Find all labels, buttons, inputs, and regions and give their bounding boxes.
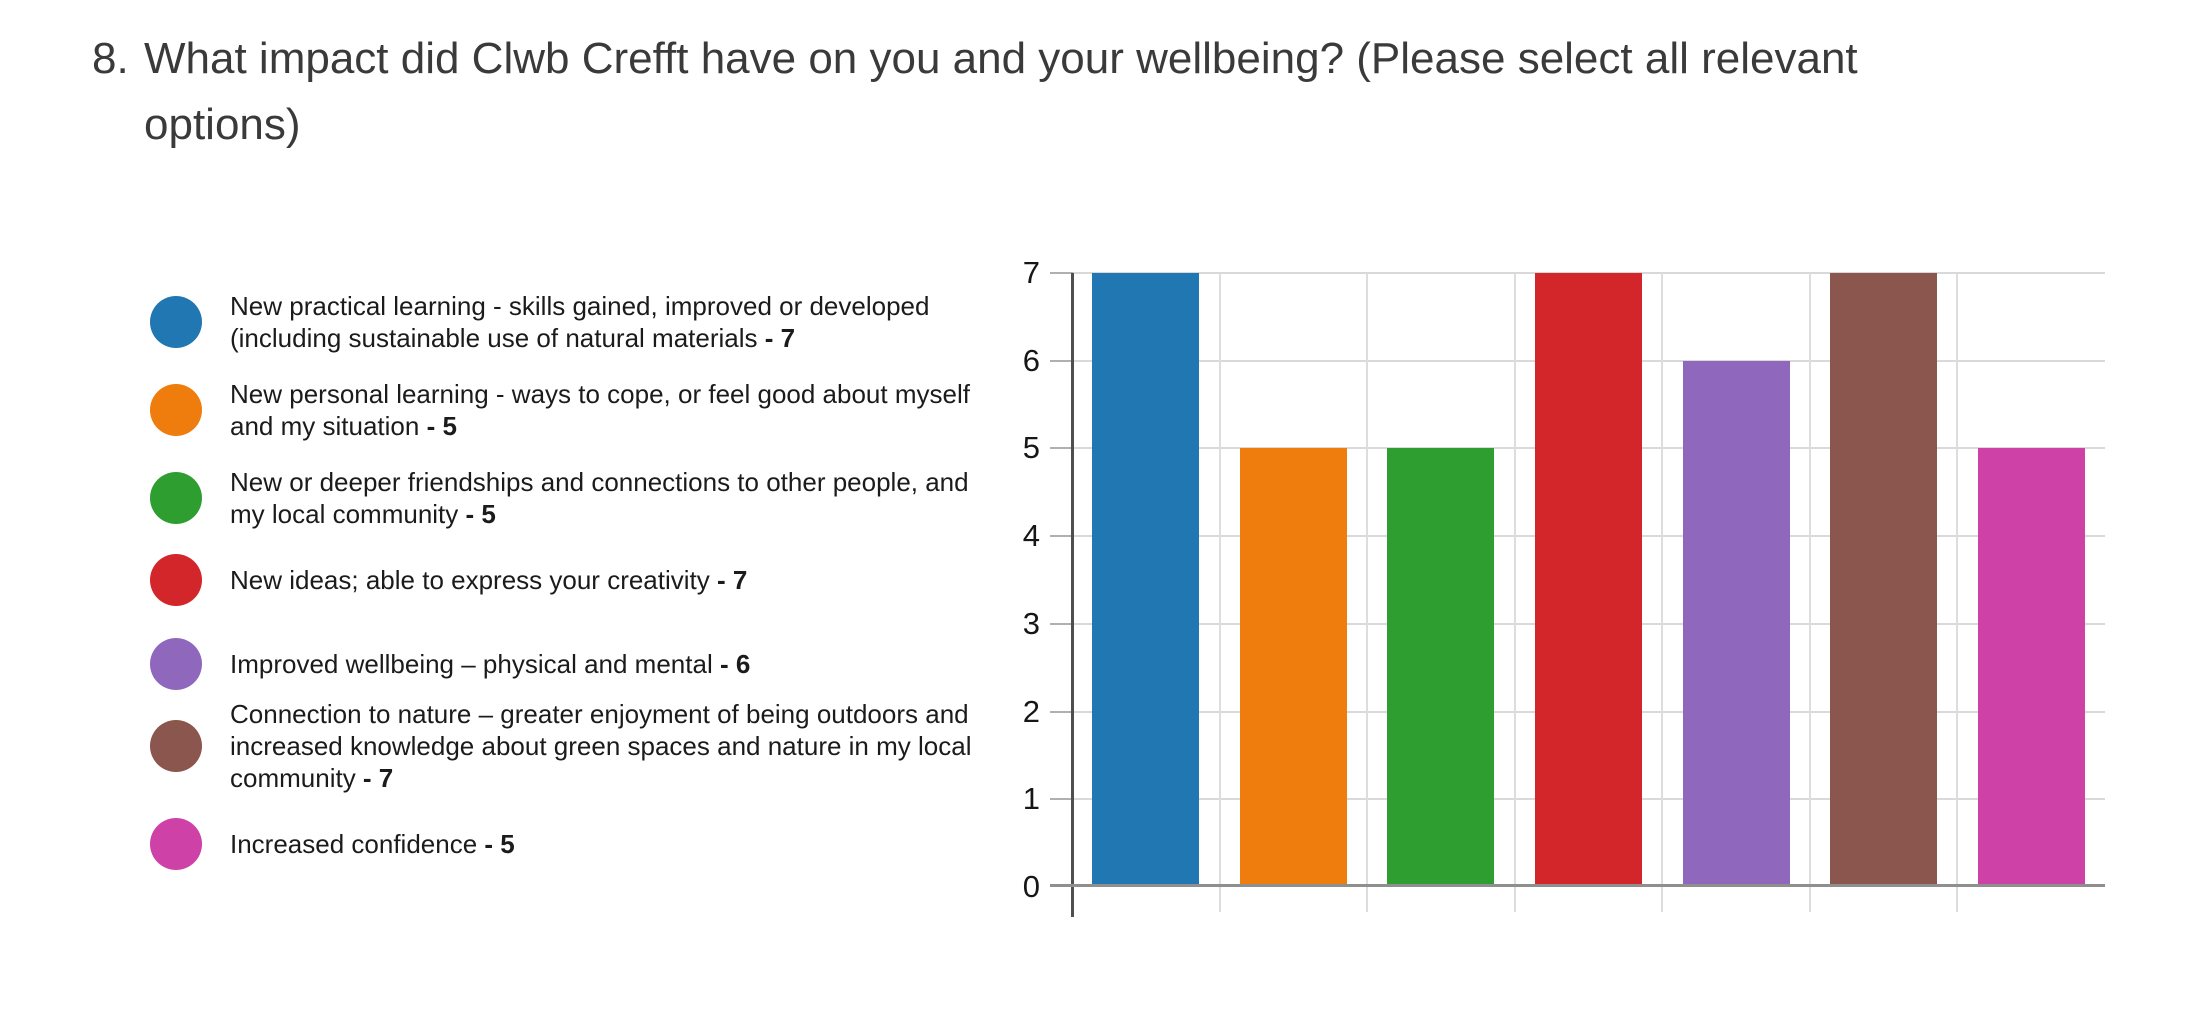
legend-label: New practical learning - skills gained, … <box>230 291 930 353</box>
legend-swatch <box>150 818 202 870</box>
y-tick-mark <box>1050 622 1073 625</box>
legend-item: Connection to nature – greater enjoyment… <box>150 698 1010 794</box>
legend-count: - 5 <box>484 829 515 859</box>
legend-count: - 5 <box>426 411 457 441</box>
question-number: 8. <box>92 34 129 83</box>
y-tick-mark <box>1050 359 1073 362</box>
gridline-h <box>1072 359 2105 362</box>
legend-item: New ideas; able to express your creativi… <box>150 554 1010 606</box>
legend-count: - 6 <box>719 649 751 679</box>
legend-swatch <box>150 638 202 690</box>
chart-legend: New practical learning - skills gained, … <box>150 290 1010 894</box>
gridline-h <box>1072 535 2105 538</box>
legend-swatch <box>150 720 202 772</box>
bar <box>1830 273 1938 885</box>
legend-swatch <box>150 554 202 606</box>
legend-count: - 5 <box>465 499 496 529</box>
bar <box>1387 448 1495 885</box>
gridline-h <box>1072 798 2105 801</box>
legend-item: New practical learning - skills gained, … <box>150 290 1010 354</box>
gridline-v <box>1661 273 1664 912</box>
legend-item: Improved wellbeing – physical and mental… <box>150 638 1010 690</box>
bar <box>1092 273 1200 885</box>
legend-item: Increased confidence - 5 <box>150 818 1010 870</box>
y-tick-mark <box>1050 447 1073 450</box>
legend-swatch <box>150 384 202 436</box>
bar <box>1682 360 1790 885</box>
gridline-h <box>1072 710 2105 713</box>
gridline-v <box>1218 273 1221 912</box>
y-tick-mark <box>1050 535 1073 538</box>
legend-swatch <box>150 472 202 524</box>
legend-label: New or deeper friendships and connection… <box>230 467 969 529</box>
bar <box>1239 448 1347 885</box>
y-tick-mark <box>1050 798 1073 801</box>
y-tick-label: 7 <box>1022 255 1040 290</box>
y-tick-mark <box>1050 710 1073 713</box>
legend-label: Increased confidence - 5 <box>230 829 515 859</box>
gridline-v <box>1956 273 1959 912</box>
legend-label: Connection to nature – greater enjoyment… <box>230 699 972 793</box>
legend-swatch <box>150 296 202 348</box>
legend-count: - 7 <box>764 323 796 353</box>
gridline-v <box>1513 273 1516 912</box>
legend-label: New ideas; able to express your creativi… <box>230 565 748 595</box>
legend-item: New personal learning - ways to cope, or… <box>150 378 1010 442</box>
legend-count: - 7 <box>362 763 394 793</box>
gridline-h <box>1072 622 2105 625</box>
y-tick-mark <box>1050 272 1073 274</box>
gridline-v <box>1808 273 1811 912</box>
bar <box>1535 273 1642 885</box>
gridline-v <box>1366 273 1369 912</box>
legend-item: New or deeper friendships and connection… <box>150 466 1010 530</box>
gridline-h <box>1072 272 2105 274</box>
legend-count: - 7 <box>717 565 748 595</box>
gridline-h <box>1072 447 2105 450</box>
question-header: 8. What impact did Clwb Crefft have on y… <box>92 26 2024 158</box>
x-axis-line <box>1050 884 2105 887</box>
bar <box>1977 448 2085 885</box>
plot-area <box>1050 272 2105 917</box>
y-axis-line <box>1071 273 1074 917</box>
legend-label: New personal learning - ways to cope, or… <box>230 379 970 441</box>
legend-label: Improved wellbeing – physical and mental… <box>230 649 751 679</box>
question-title: What impact did Clwb Crefft have on you … <box>144 34 1858 149</box>
